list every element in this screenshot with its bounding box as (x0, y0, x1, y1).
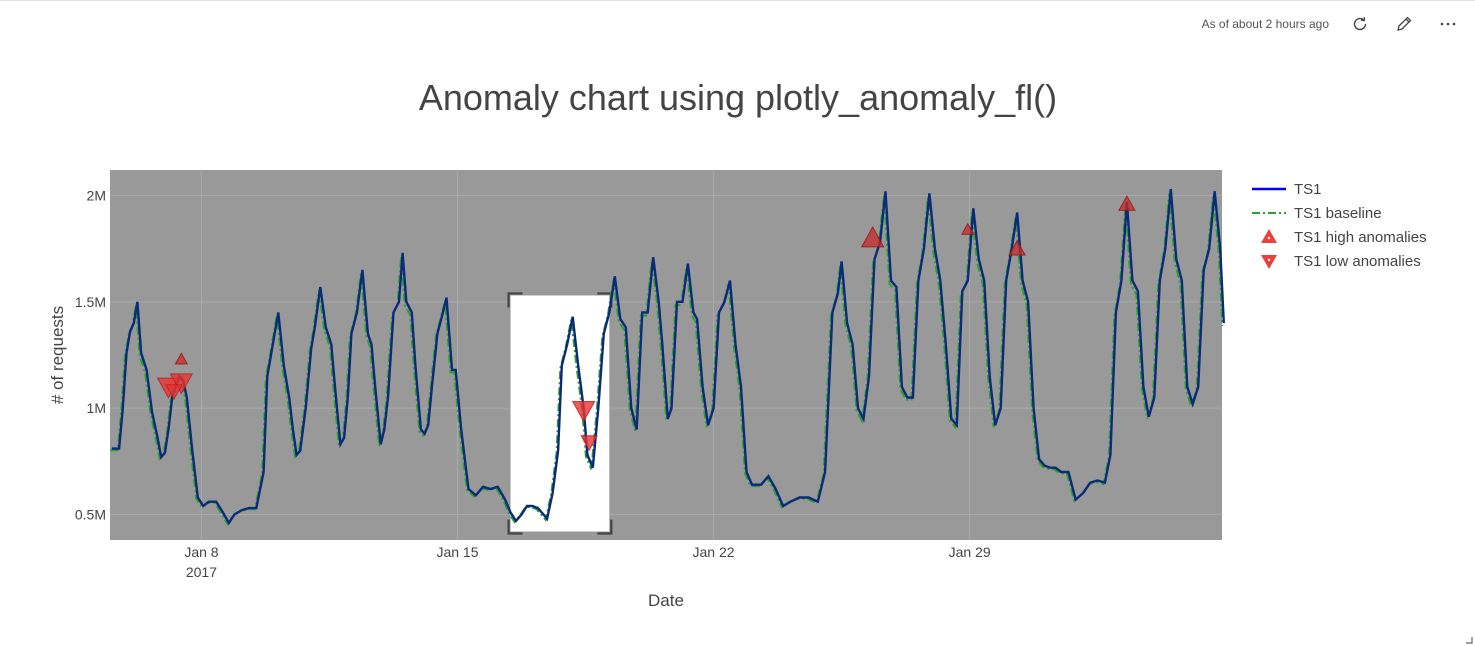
plot-area[interactable] (110, 170, 1222, 540)
low-anomaly-marker-4[interactable] (580, 435, 599, 452)
high-anomaly-marker-3[interactable] (1008, 239, 1027, 256)
edit-icon-glyph (1397, 16, 1412, 31)
legend-item-2[interactable]: TS1 high anomalies (1261, 229, 1427, 246)
legend: TS1 TS1 baseline TS1 high anomalies TS1 low… (1252, 181, 1427, 270)
series-line-ts1 (111, 188, 1225, 526)
legend-label-0: TS1 (1294, 181, 1322, 198)
y-tick-label-0: 0.5M (75, 506, 106, 522)
more-icon[interactable] (1435, 11, 1461, 37)
resize-grip-icon[interactable] (1465, 636, 1473, 644)
x-tick-label-1: Jan 15 (436, 544, 478, 560)
high-anomaly-marker-2[interactable] (960, 222, 975, 235)
selection-corner-2 (507, 519, 523, 535)
high-anomaly-marker-0[interactable] (174, 352, 189, 365)
x-axis-ticks: Jan 8 2017 Jan 15 Jan 22 Jan 29 (184, 544, 991, 580)
y-axis-ticks: 0.5M 1M 1.5M 2M (75, 188, 106, 523)
legend-swatch-high-dot (1267, 236, 1271, 240)
y-axis-label: # of requests (48, 306, 67, 404)
x-tick-label-2: Jan 22 (693, 544, 735, 560)
legend-label-2: TS1 high anomalies (1294, 229, 1427, 246)
refresh-icon-glyph (1353, 17, 1367, 31)
legend-label-3: TS1 low anomalies (1294, 253, 1421, 270)
low-anomaly-marker-2[interactable] (165, 384, 183, 401)
more-icon-glyph (1440, 22, 1456, 26)
x-tick-sublabel-0: 2017 (186, 564, 217, 580)
x-axis-label: Date (648, 591, 684, 610)
chart-title: Anomaly chart using plotly_anomaly_fl() (419, 77, 1057, 118)
legend-item-0[interactable]: TS1 (1252, 181, 1322, 198)
selection-corner-0 (507, 292, 523, 308)
low-anomaly-marker-1[interactable] (169, 373, 194, 395)
anomaly-markers (156, 194, 1136, 452)
x-tick-label-3: Jan 29 (949, 544, 991, 560)
y-tick-label-3: 2M (87, 188, 106, 204)
high-anomaly-marker-1[interactable] (860, 226, 885, 248)
edit-icon[interactable] (1391, 11, 1417, 37)
legend-item-3[interactable]: TS1 low anomalies (1261, 253, 1421, 270)
legend-swatch-high-anomaly (1261, 229, 1277, 243)
legend-swatch-low-anomaly (1261, 255, 1277, 269)
x-tick-label-0: Jan 8 (184, 544, 218, 560)
refresh-icon[interactable] (1347, 11, 1373, 37)
legend-swatch-low-dot (1267, 258, 1271, 262)
low-anomaly-marker-3[interactable] (571, 400, 596, 423)
legend-label-1: TS1 baseline (1294, 205, 1382, 222)
refresh-status-text: As of about 2 hours ago (1201, 17, 1329, 31)
series-line-ts1-baseline (110, 193, 1224, 526)
y-tick-label-1: 1M (87, 400, 106, 416)
top-border (0, 0, 1475, 1)
toolbar: As of about 2 hours ago (1202, 10, 1461, 38)
legend-item-1[interactable]: TS1 baseline (1252, 205, 1382, 222)
high-anomaly-marker-4[interactable] (1118, 194, 1136, 211)
selection-corner-3 (597, 519, 613, 535)
y-tick-label-2: 1.5M (75, 294, 106, 310)
